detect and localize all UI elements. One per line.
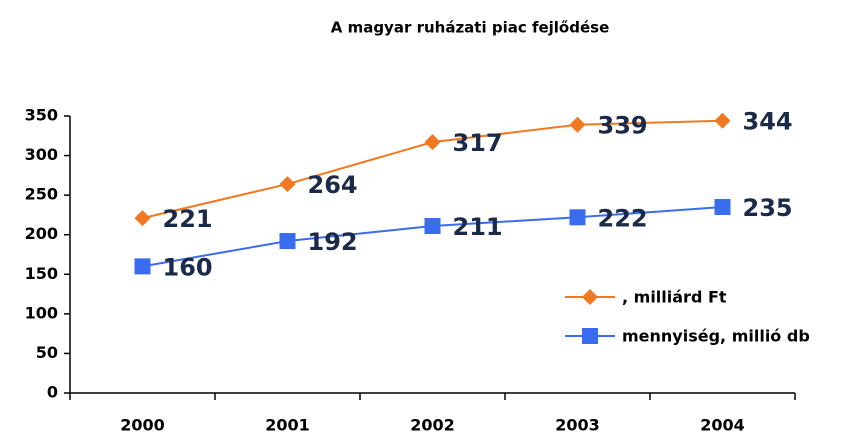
x-tick-label: 2002 <box>410 416 455 435</box>
legend-label: mennyiség, millió db <box>622 327 810 346</box>
data-label: 221 <box>163 205 213 233</box>
y-tick-label: 150 <box>25 264 58 283</box>
y-tick-label: 50 <box>36 343 58 362</box>
point-marker <box>424 218 441 235</box>
point-marker <box>569 116 586 133</box>
point-marker <box>134 210 151 227</box>
y-tick-label: 300 <box>25 145 58 164</box>
point-marker <box>279 233 296 250</box>
y-tick-label: 0 <box>47 383 58 402</box>
data-label: 264 <box>308 171 358 199</box>
data-label: 344 <box>743 108 793 136</box>
data-label: 160 <box>163 253 213 281</box>
chart-title: A magyar ruházati piac fejlődése <box>331 19 610 37</box>
point-marker <box>134 258 151 275</box>
x-tick-label: 2004 <box>700 416 745 435</box>
data-label: 192 <box>308 228 358 256</box>
x-tick-label: 2003 <box>555 416 600 435</box>
legend-marker <box>582 328 598 344</box>
point-marker <box>714 199 731 216</box>
y-tick-label: 100 <box>25 303 58 322</box>
y-tick-label: 250 <box>25 185 58 204</box>
point-marker <box>569 209 586 226</box>
point-marker <box>714 112 731 129</box>
legend-label: , milliárd Ft <box>622 288 727 307</box>
data-label: 211 <box>453 213 503 241</box>
point-marker <box>279 176 296 193</box>
legend-marker <box>582 289 598 305</box>
data-label: 339 <box>598 112 648 140</box>
x-tick-label: 2000 <box>120 416 165 435</box>
data-label: 235 <box>743 194 793 222</box>
y-tick-label: 200 <box>25 224 58 243</box>
y-tick-label: 350 <box>25 106 58 125</box>
data-label: 317 <box>453 129 503 157</box>
data-label: 222 <box>598 204 648 232</box>
x-tick-label: 2001 <box>265 416 310 435</box>
point-marker <box>424 134 441 151</box>
